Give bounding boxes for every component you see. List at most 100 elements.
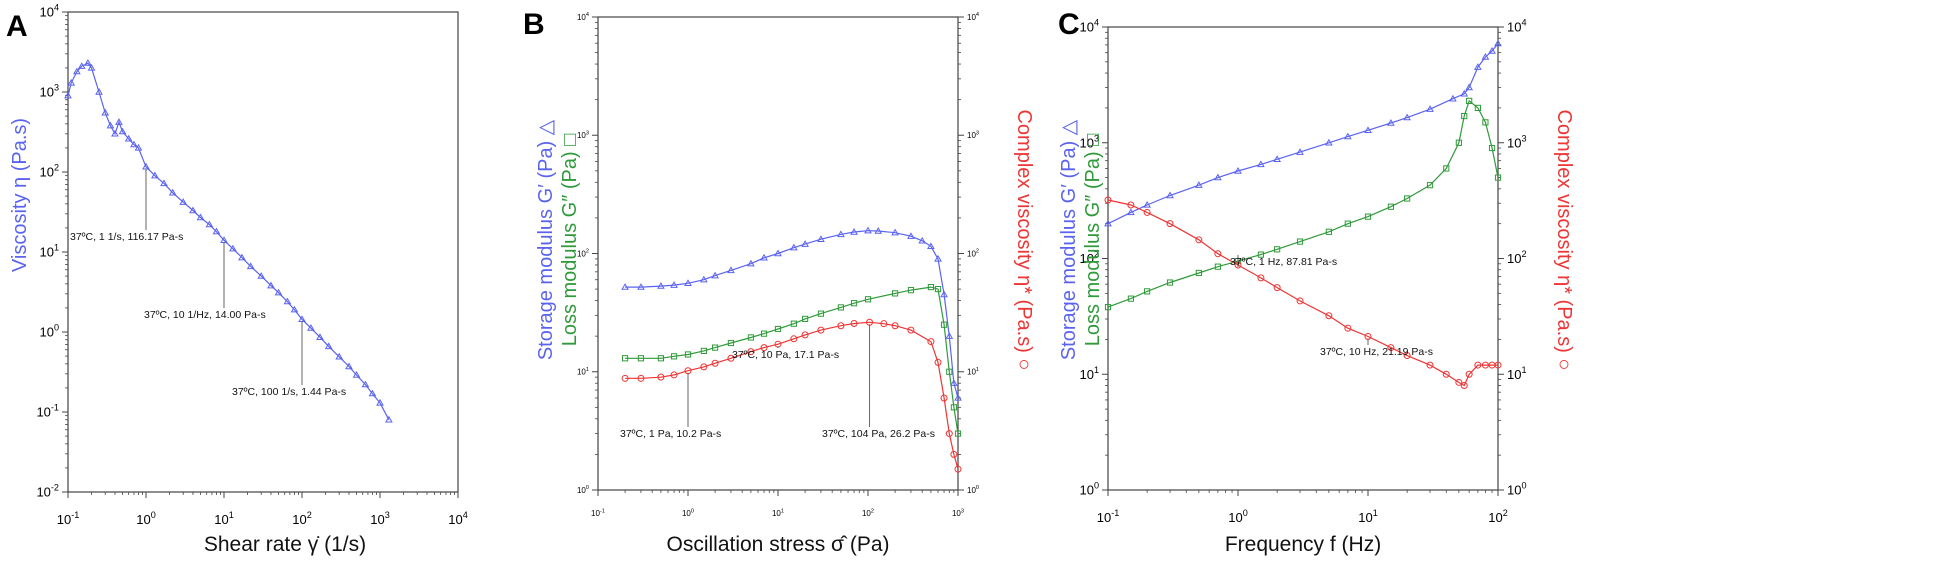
- data-point: [1364, 213, 1372, 220]
- x-tick-label: 101: [1358, 508, 1378, 525]
- data-point: [934, 285, 942, 293]
- data-point: [1481, 361, 1489, 369]
- data-point: [1195, 269, 1202, 277]
- data-point: [1296, 297, 1304, 305]
- x-axis-title: Oscillation stress σ̂ (Pa): [666, 533, 889, 556]
- data-point: [637, 355, 645, 362]
- y-tick-label: 100: [1079, 481, 1099, 498]
- data-point: [850, 300, 858, 307]
- data-point: [637, 374, 645, 382]
- data-point: [747, 334, 755, 341]
- data-point: [945, 430, 953, 438]
- series-G-green: [1104, 97, 1502, 311]
- data-point: [1494, 361, 1502, 369]
- series-line: [625, 230, 959, 399]
- data-point: [1143, 208, 1151, 216]
- data-point: [179, 198, 188, 205]
- data-point: [1195, 236, 1203, 244]
- panel-letter: B: [523, 8, 545, 41]
- annotation-label: 37ºC, 10 1/Hz, 14.00 Pa-s: [144, 309, 266, 321]
- x-tick-label: 10-1: [57, 510, 80, 527]
- data-point: [670, 353, 678, 360]
- data-point: [77, 62, 86, 69]
- y-tick-label: 100: [39, 323, 59, 340]
- data-point: [130, 140, 138, 148]
- y-tick-label: 100: [577, 485, 589, 495]
- data-point: [361, 380, 370, 388]
- data-point: [950, 450, 958, 458]
- x-tick-label: 101: [214, 510, 234, 527]
- chart-panel-c: C 10-1 100 101 102 100 101 102 103 104 100 101 102 10…: [1058, 8, 1575, 556]
- annotation-label: 37ºC, 104 Pa, 26.2 Pa-s: [822, 428, 935, 440]
- data-point: [283, 297, 292, 305]
- data-point: [711, 271, 719, 279]
- data-point: [1213, 173, 1222, 181]
- data-point: [789, 243, 798, 251]
- data-point: [238, 253, 246, 261]
- data-point: [1387, 203, 1394, 210]
- panel-letter: C: [1058, 8, 1080, 41]
- y-right-tick-label: 103: [1507, 133, 1527, 150]
- data-point: [801, 331, 809, 339]
- data-point: [850, 227, 858, 235]
- data-point: [1273, 155, 1281, 162]
- y-right-tick-label: 104: [967, 12, 979, 22]
- data-point: [934, 254, 942, 262]
- data-point: [1481, 53, 1490, 60]
- y-right-tick-label: 101: [1507, 365, 1527, 382]
- chart-panel-b: B 10-1 100 101 102 103 100 101 102 103 104 100 101 10…: [523, 8, 1035, 556]
- annotation-label: 37ºC, 1 1/s, 116.17 Pa-s: [70, 231, 183, 243]
- data-point: [324, 342, 333, 350]
- data-point: [1460, 89, 1469, 97]
- data-point: [267, 281, 275, 289]
- y-right-tick-label: 103: [967, 130, 979, 140]
- data-point: [1296, 238, 1304, 245]
- data-point: [700, 347, 707, 355]
- y-axis-title: Loss modulus G″ (Pa) □: [1082, 134, 1104, 347]
- data-point: [774, 249, 782, 257]
- y-axis-title: Viscosity η (Pa.s): [9, 118, 31, 272]
- data-point: [747, 348, 755, 356]
- annotation-label: 37ºC, 1 Hz, 87.81 Pa-s: [1230, 256, 1337, 268]
- data-point: [229, 244, 237, 252]
- data-point: [1494, 39, 1502, 47]
- data-point: [874, 226, 883, 234]
- data-point: [790, 320, 797, 327]
- data-point: [1455, 378, 1463, 386]
- data-point: [880, 320, 888, 328]
- data-point: [727, 266, 735, 274]
- data-point: [940, 290, 948, 298]
- data-point: [940, 394, 948, 402]
- data-point: [699, 275, 708, 283]
- data-point: [837, 304, 845, 311]
- y-right-tick-label: 102: [1507, 249, 1527, 266]
- annotation-label: 37ºC, 100 1/s, 1.44 Pa-s: [232, 386, 346, 398]
- data-point: [1104, 304, 1112, 311]
- y-tick-label: 103: [39, 83, 59, 100]
- data-point: [657, 282, 665, 289]
- data-point: [118, 127, 127, 135]
- data-point: [168, 188, 177, 196]
- y-right-tick-label: 101: [967, 367, 979, 377]
- y-right-tick-label: 102: [967, 249, 979, 259]
- data-point: [106, 121, 115, 129]
- data-point: [1127, 295, 1134, 302]
- data-point: [1488, 144, 1496, 152]
- annotation-label: 37ºC, 10 Pa, 17.1 Pa-s: [732, 349, 839, 361]
- data-point: [1195, 181, 1203, 188]
- data-point: [290, 305, 299, 313]
- data-point: [246, 262, 255, 270]
- data-point: [160, 179, 168, 187]
- x-tick-label: 103: [370, 510, 390, 527]
- data-point: [954, 393, 962, 401]
- data-point: [940, 321, 948, 328]
- data-point: [774, 325, 782, 333]
- data-point: [1214, 250, 1222, 258]
- data-point: [817, 235, 825, 242]
- data-point: [1387, 119, 1395, 126]
- data-point: [1473, 63, 1482, 70]
- data-point: [1143, 200, 1151, 208]
- data-point: [927, 283, 935, 291]
- y-right-tick-label: 100: [967, 485, 979, 495]
